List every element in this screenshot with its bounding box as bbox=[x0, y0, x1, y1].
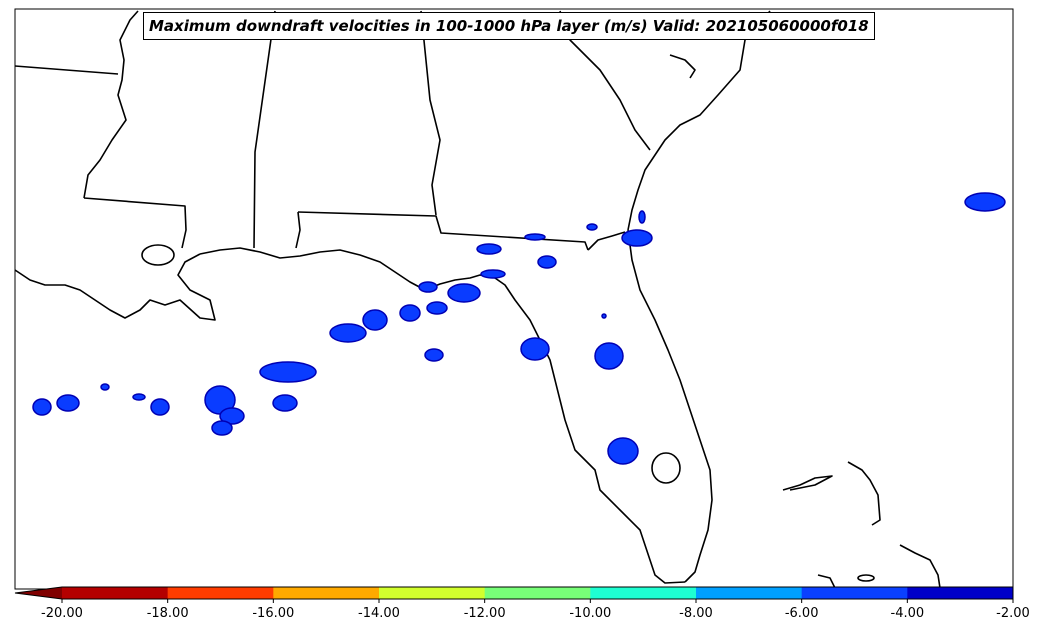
colorbar-tick-label: -4.00 bbox=[890, 606, 925, 621]
colorbar-segment bbox=[590, 587, 697, 599]
coastline-and-borders bbox=[14, 10, 941, 589]
colorbar-tick-label: -20.00 bbox=[41, 606, 83, 621]
colorbar-segment bbox=[62, 587, 169, 599]
downdraft-field bbox=[32, 192, 1006, 465]
colorbar-segment bbox=[907, 587, 1014, 599]
colorbar-tick-label: -10.00 bbox=[569, 606, 612, 621]
colorbar-tick-label: -16.00 bbox=[252, 606, 295, 621]
map-title: Maximum downdraft velocities in 100-1000… bbox=[143, 12, 875, 40]
colorbar-tick-label: -18.00 bbox=[146, 606, 189, 621]
colorbar-outline bbox=[14, 586, 1014, 600]
colorbar-extend-arrow bbox=[15, 587, 62, 599]
colorbar-segment bbox=[273, 587, 380, 599]
colorbar-tick-label: -12.00 bbox=[463, 606, 506, 621]
colorbar bbox=[14, 586, 1014, 603]
colorbar-segment bbox=[379, 587, 486, 599]
colorbar-tick-label: -6.00 bbox=[784, 606, 819, 621]
colorbar-segment bbox=[801, 587, 908, 599]
colorbar-segment bbox=[167, 587, 274, 599]
colorbar-segment bbox=[696, 587, 803, 599]
colorbar-tick-label: -2.00 bbox=[996, 606, 1030, 621]
colorbar-segment bbox=[484, 587, 591, 599]
colorbar-tick-label: -14.00 bbox=[358, 606, 400, 621]
colorbar-tick-label: -8.00 bbox=[679, 606, 713, 621]
